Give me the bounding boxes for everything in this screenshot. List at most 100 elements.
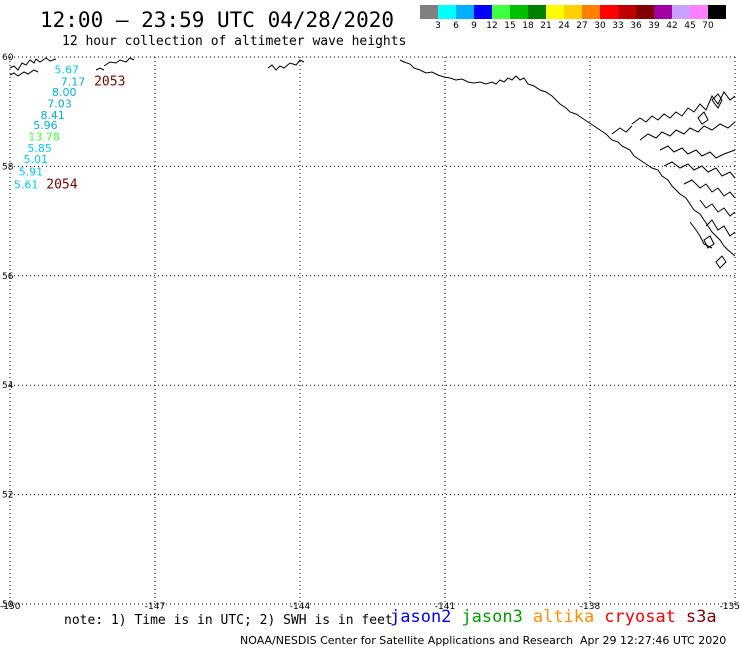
generated-timestamp: Apr 29 12:27:46 UTC 2020 <box>580 634 727 647</box>
coastline <box>9 57 736 269</box>
footer-note: note: 1) Time is in UTC; 2) SWH is in fe… <box>64 613 393 628</box>
satellite-legend-s3a: s3a <box>685 607 717 627</box>
satellite-legend-jason3: jason3 <box>461 607 523 627</box>
credit-line: NOAA/NESDIS Center for Satellite Applica… <box>240 634 574 647</box>
wave-height-value: 5.91 <box>19 166 44 179</box>
wave-height-value: 5.67 <box>54 63 79 76</box>
wave-height-value: 5.61 <box>14 178 39 191</box>
latitude-label: 52 <box>2 491 13 501</box>
scale-cell: 70 <box>690 5 714 32</box>
latitude-label: 60 <box>2 53 14 63</box>
scale-cell: 36 <box>618 5 642 32</box>
satellite-legend-jason2: jason2 <box>390 607 452 627</box>
scale-cell: 21 <box>528 5 552 32</box>
wave-height-value: 8.00 <box>52 86 77 99</box>
longitude-labels: -150 -147 -144 -141 -138 -135 <box>0 602 740 612</box>
scale-swatch <box>492 5 510 19</box>
scale-cell: 42 <box>654 5 678 32</box>
scale-tick-label: 24 <box>558 21 570 31</box>
satellite-legend: jason2 jason3 altika cryosat s3a <box>390 607 727 627</box>
longitude-label: -135 <box>720 602 740 612</box>
scale-tick-label: 45 <box>684 21 696 31</box>
scale-tick-label: 30 <box>594 21 606 31</box>
latitude-label: 56 <box>2 272 14 282</box>
scale-cell: 33 <box>600 5 624 32</box>
map-frame <box>10 57 735 604</box>
coastline-gulf-alaska <box>399 59 736 257</box>
scale-tick-label: 6 <box>453 21 459 31</box>
latitude-label: 54 <box>2 381 14 391</box>
wave-height-value: 7.17 <box>61 75 86 88</box>
scale-tick-label: 42 <box>666 21 678 31</box>
latitude-label: 58 <box>2 162 14 172</box>
coastline-kenai <box>9 57 57 77</box>
scale-cell <box>708 5 726 32</box>
satellite-legend-cryosat: cryosat <box>604 607 676 627</box>
coastline-island <box>95 57 135 71</box>
scale-cell: 24 <box>546 5 570 32</box>
longitude-label: -150 <box>0 602 21 612</box>
wave-height-value: 5.85 <box>27 142 52 155</box>
scale-swatch <box>546 5 564 19</box>
map-title: 12:00 – 23:59 UTC 04/28/2020 <box>40 8 395 32</box>
scale-tick-label: 33 <box>612 21 624 31</box>
scale-swatch <box>564 5 582 19</box>
scale-cell: 30 <box>582 5 606 32</box>
scale-swatch <box>708 5 726 19</box>
longitude-label: -147 <box>145 602 165 612</box>
scale-tick-label: 12 <box>486 21 498 31</box>
scale-swatch <box>420 5 438 19</box>
latitude-labels: 60 58 56 54 52 50 <box>2 53 14 610</box>
map-subtitle: 12 hour collection of altimeter wave hei… <box>62 34 407 49</box>
scale-cell: 18 <box>510 5 534 32</box>
scale-tick-label: 18 <box>522 21 534 31</box>
scale-tick-label: 3 <box>435 21 441 31</box>
satellite-legend-altika: altika <box>532 607 595 627</box>
scale-cell: 45 <box>672 5 696 32</box>
altimeter-observations: 5.677.178.007.038.415.9613.785.855.015.9… <box>14 63 85 191</box>
scale-tick-label: 15 <box>504 21 516 31</box>
graticule <box>9 56 736 605</box>
scale-swatch <box>672 5 690 19</box>
scale-swatch <box>636 5 654 19</box>
longitude-label: -141 <box>435 602 455 612</box>
scale-swatch <box>474 5 492 19</box>
scale-swatch <box>510 5 528 19</box>
scale-swatch <box>582 5 600 19</box>
scale-tick-label: 21 <box>540 21 552 31</box>
scale-cell: 27 <box>564 5 588 32</box>
longitude-label: -144 <box>290 602 311 612</box>
scale-swatch <box>438 5 456 19</box>
scale-swatch <box>528 5 546 19</box>
satellite-pass-labels: 2053 2054 <box>46 74 125 192</box>
longitude-label: -138 <box>580 602 601 612</box>
scale-swatch <box>456 5 474 19</box>
scale-swatch <box>690 5 708 19</box>
scale-cell: 6 <box>438 5 459 32</box>
coastline-islands-east <box>697 93 727 269</box>
wave-height-value: 5.96 <box>33 119 58 132</box>
pass-time-label: 2053 <box>94 74 125 89</box>
scale-cell: 9 <box>456 5 477 32</box>
scale-cell: 39 <box>636 5 660 32</box>
scale-cell: 3 <box>420 5 441 32</box>
scale-swatch <box>654 5 672 19</box>
coastline-fjords <box>611 91 736 249</box>
latitude-label: 50 <box>2 600 14 610</box>
pass-time-label: 2054 <box>46 177 77 192</box>
wave-height-value: 13.78 <box>28 131 60 144</box>
wave-height-value: 7.03 <box>47 97 72 110</box>
wave-height-value: 8.41 <box>40 109 64 122</box>
scale-tick-label: 9 <box>471 21 477 31</box>
scale-swatch <box>618 5 636 19</box>
wave-height-value: 5.01 <box>24 153 49 166</box>
scale-tick-label: 39 <box>648 21 660 31</box>
scale-tick-label: 36 <box>630 21 642 31</box>
scale-tick-label: 27 <box>576 21 588 31</box>
scale-cell: 12 <box>474 5 498 32</box>
scale-tick-label: 70 <box>702 21 714 31</box>
scale-cell: 15 <box>492 5 516 32</box>
coastline-prince-william <box>267 59 305 71</box>
